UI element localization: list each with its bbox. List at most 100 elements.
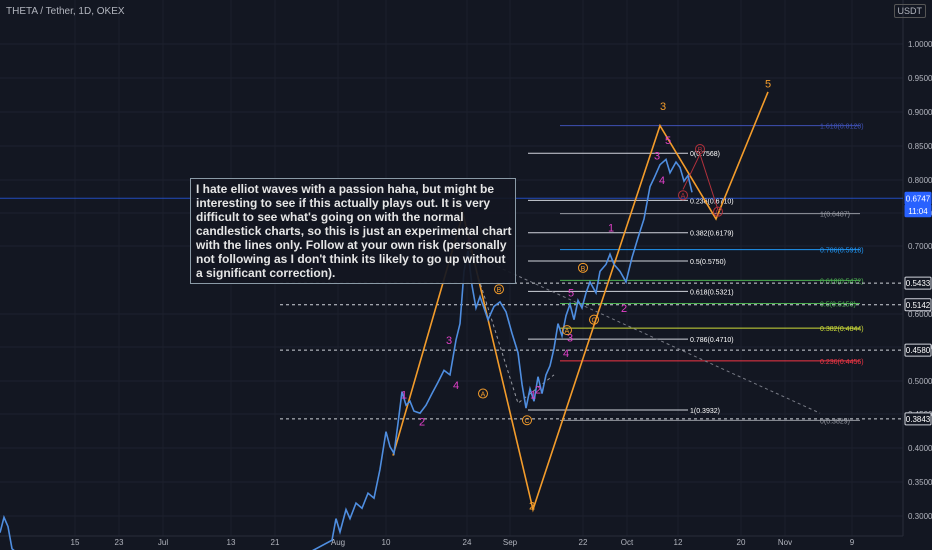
wave-label: 5 — [665, 135, 671, 147]
price-tags: 0.6747 11:04 0.5433 0.5142 0.4580 0.3843 — [904, 191, 932, 426]
fib-level-label: 0.236(0.6710) — [690, 198, 734, 205]
circled-label: A — [481, 392, 486, 399]
fib-level-label: 0.618(0.5321) — [690, 289, 734, 296]
wave-label: 1 — [401, 389, 407, 401]
y-tick-label: 0.3000 — [908, 512, 932, 521]
circled-label-ring — [478, 388, 488, 399]
price-tag-label: 0.6747 — [906, 194, 931, 203]
wave-label: 5 — [568, 288, 574, 300]
y-tick-label: 0.9000 — [908, 108, 932, 117]
time-axis: 15 23 Jul 13 21 Aug 10 24 Sep 22 Oct 12 20 Nov 9 — [71, 538, 855, 547]
price-tag-box — [904, 343, 932, 357]
price-tag-box — [904, 412, 932, 426]
wave-label: 4 — [453, 380, 459, 392]
price-tag-label: 0.5433 — [906, 279, 931, 288]
y-tick-label: 0.6000 — [908, 310, 932, 319]
x-tick-label: 21 — [271, 538, 280, 547]
currency-button[interactable]: USDT — [893, 4, 926, 18]
circled-label: B — [497, 287, 502, 294]
wave-label: 1 — [530, 389, 536, 401]
wave-label: 3 — [660, 101, 666, 113]
wave-label: 1 — [608, 222, 614, 234]
x-tick-label: 23 — [115, 538, 124, 547]
wave-label: 2 — [529, 501, 535, 513]
annotation-note[interactable]: I hate elliot waves with a passion haha,… — [190, 178, 516, 284]
fib-level-label: 1.618(0.8120) — [820, 124, 864, 131]
y-tick-label: 0.3500 — [908, 478, 932, 487]
price-series — [0, 157, 693, 550]
circled-label: C — [524, 418, 529, 425]
x-tick-label: 9 — [850, 538, 855, 547]
circled-label-ring — [589, 314, 599, 325]
fib-level-label: 1(0.3932) — [690, 408, 720, 415]
x-tick-label: Jul — [158, 538, 168, 547]
price-tag-box — [904, 191, 932, 205]
price-tag-label: 0.5142 — [906, 301, 931, 310]
y-tick-label: 1.0000 — [908, 40, 932, 49]
circled-label: C — [591, 318, 596, 325]
x-tick-label: 20 — [737, 538, 746, 547]
circled-label-ring — [494, 284, 504, 295]
circled-label-ring — [713, 206, 723, 217]
price-tag-label: 0.3843 — [906, 415, 931, 424]
x-tick-label: 24 — [463, 538, 472, 547]
trend-line — [467, 244, 555, 405]
y-tick-label: 0.7000 — [908, 242, 932, 251]
fib-level-label: 0.236(0.4456) — [820, 359, 864, 366]
circled-label: A — [681, 193, 686, 200]
fib-level-label: 0(0.7568) — [690, 151, 720, 158]
y-tick-label: 0.9500 — [908, 74, 932, 83]
wave-label: 3 — [567, 333, 573, 345]
x-tick-label: 10 — [382, 538, 391, 547]
fibonacci-levels: 1.618(0.8120) 1(0.6487) 0.786(0.5918) 0.618… — [0, 124, 903, 425]
price-tag-box — [904, 298, 932, 312]
fib-level-label: 1(0.6487) — [820, 212, 850, 219]
fib-level-label: 0.786(0.4710) — [690, 337, 734, 344]
wave-label: 2 — [419, 416, 425, 428]
price-line — [0, 157, 693, 550]
circled-label-ring — [578, 262, 588, 273]
circled-label-ring — [695, 144, 705, 155]
price-tag-box — [904, 204, 932, 218]
x-tick-label: 12 — [674, 538, 683, 547]
x-tick-label: Nov — [778, 538, 792, 547]
x-tick-label: Aug — [331, 538, 345, 547]
wave-label: 2 — [621, 303, 627, 315]
circled-label-ring — [678, 190, 688, 201]
x-tick-label: 22 — [579, 538, 588, 547]
fib-level-label: 0.618(0.5472) — [820, 278, 864, 285]
fib-level-label: 0.5(0.5750) — [690, 259, 726, 266]
wave-label: 2 — [535, 385, 541, 397]
x-tick-label: Sep — [503, 538, 518, 547]
circled-label: A — [565, 328, 570, 335]
price-tag-label: 0.4580 — [906, 346, 931, 355]
circled-label: C — [715, 210, 720, 217]
circled-label-ring — [522, 415, 532, 426]
trend-line — [469, 253, 821, 414]
chart-grid — [0, 0, 904, 537]
y-tick-label: 0.8000 — [908, 176, 932, 185]
wave-label: 4 — [563, 348, 569, 360]
wave-label: 3 — [654, 150, 660, 162]
wave-label: 3 — [446, 335, 452, 347]
wave-label: 4 — [659, 175, 665, 187]
circled-label: B — [581, 266, 586, 273]
x-tick-label: 13 — [227, 538, 236, 547]
fib-level-label: 0.5(0.5158) — [820, 302, 856, 309]
fib-level-label: 0.382(0.4844) — [820, 326, 864, 333]
fib-level-label: 0.382(0.6179) — [690, 231, 734, 238]
fib-level-label: 0.786(0.5918) — [820, 248, 864, 255]
x-tick-label: Oct — [621, 538, 634, 547]
y-tick-label: 0.5000 — [908, 377, 932, 386]
price-tag-label: 11:04 — [908, 207, 928, 216]
chart-title: THETA / Tether, 1D, OKEX — [6, 6, 125, 17]
price-tag-box — [904, 276, 932, 290]
elliott-wave-lines — [392, 91, 821, 513]
circled-label-ring — [562, 325, 572, 336]
wave-label: 5 — [765, 78, 771, 90]
circled-label: B — [698, 147, 703, 154]
y-tick-label: 0.4000 — [908, 444, 932, 453]
fib-level-label: 0(0.3829) — [820, 418, 850, 425]
x-tick-label: 15 — [71, 538, 80, 547]
